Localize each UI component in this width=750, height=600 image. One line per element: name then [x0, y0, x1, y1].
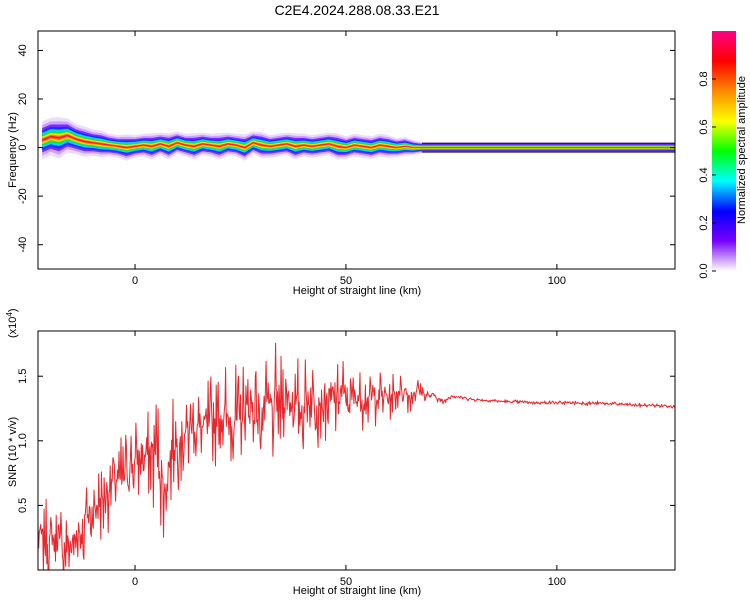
colorbar-label: Normalized spectral amplitude — [736, 76, 748, 224]
heatmap-frame — [37, 30, 676, 270]
heatmap-y-tick-label: -20 — [17, 188, 29, 204]
heatmap-x-tick-label: 0 — [132, 275, 138, 287]
colorbar-tick-label: 0.6 — [698, 119, 710, 134]
snr-x-tick-label: 0 — [132, 576, 138, 588]
snr-x-ticks: 0 50 100 — [132, 331, 566, 588]
snr-x-axis-label: Height of straight line (km) — [293, 585, 421, 597]
snr-scale-close: ) — [7, 308, 19, 312]
snr-y-tick-label: 1.0 — [17, 433, 29, 448]
heatmap-band-8 — [42, 134, 675, 149]
snr-frame — [37, 330, 676, 571]
snr-y-tick-label: 0.5 — [17, 498, 29, 513]
colorbar-tick-label: 0.8 — [698, 71, 710, 86]
snr-x-tick-label: 100 — [548, 576, 566, 588]
colorbar-tick-label: 0.0 — [698, 263, 710, 278]
snr-y-axis-label: SNR (10 * v/v) — [7, 417, 19, 487]
heatmap-panel: 0 50 100 -40 -20 0 20 40 Height of straight li… — [7, 30, 676, 297]
heatmap-y-axis-label: Frequency (Hz) — [7, 112, 19, 188]
snr-panel: 0 50 100 0.5 1.0 1.5 Height of straight line… — [5, 308, 676, 597]
heatmap-x-tick-label: 50 — [340, 275, 352, 287]
snr-x-tick-label: 50 — [340, 576, 352, 588]
colorbar-tick-label: 0.4 — [698, 167, 710, 182]
heatmap-y-tick-label: 20 — [17, 93, 29, 105]
snr-y-tick-label: 1.5 — [17, 369, 29, 384]
heatmap-ridge — [42, 117, 675, 161]
colorbar-ticks: 0.0 0.2 0.4 0.6 0.8 — [698, 71, 716, 279]
heatmap-y-tick-label: -40 — [17, 237, 29, 253]
heatmap-x-tick-label: 100 — [548, 275, 566, 287]
snr-scale-exponent: 4 — [5, 312, 14, 317]
heatmap-y-tick-label: 0 — [17, 145, 29, 151]
snr-y-ticks: 0.5 1.0 1.5 — [17, 369, 675, 513]
colorbar-tick-label: 0.2 — [698, 215, 710, 230]
colorbar: 0.0 0.2 0.4 0.6 0.8 Normalized spectral ampl… — [698, 31, 748, 279]
heatmap-x-ticks: 0 50 100 — [132, 31, 566, 287]
colorbar-swatch — [712, 31, 736, 271]
heatmap-band-7 — [42, 133, 675, 149]
snr-series-line — [38, 342, 675, 570]
figure-title: C2E4.2024.288.08.33.E21 — [274, 2, 439, 18]
heatmap-y-tick-label: 40 — [17, 44, 29, 56]
heatmap-x-axis-label: Height of straight line (km) — [293, 285, 421, 297]
heatmap-y-ticks: -40 -20 0 20 40 — [17, 44, 675, 253]
snr-scale-label: (x104) — [5, 308, 19, 338]
